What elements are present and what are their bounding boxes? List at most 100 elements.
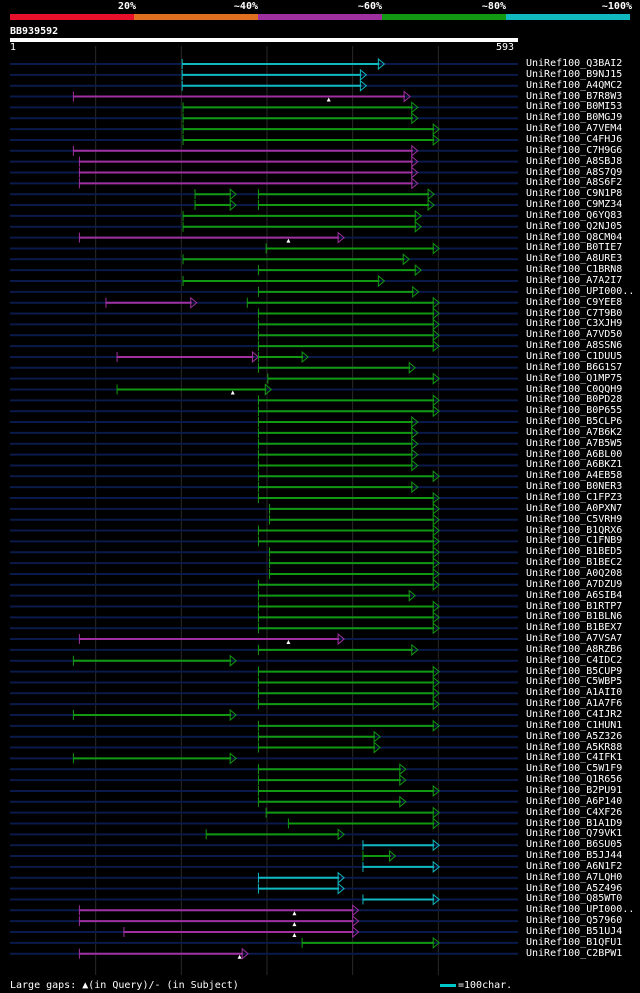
hit-label[interactable]: UniRef100_C4IJR2 <box>526 709 623 720</box>
hit-label[interactable]: UniRef100_A7VD50 <box>526 329 623 341</box>
hit-label[interactable]: UniRef100_Q3BAI2 <box>526 58 623 69</box>
hit-label[interactable]: UniRef100_A0Q208 <box>526 567 623 579</box>
hit-label[interactable]: UniRef100_C0QQH9 <box>526 383 623 395</box>
hit-label[interactable]: UniRef100_B6G1S7 <box>526 361 623 373</box>
hit-label[interactable]: UniRef100_C1BRN8 <box>526 264 623 276</box>
hit-label[interactable]: UniRef100_C5W1F9 <box>526 763 623 775</box>
hit-label[interactable]: UniRef100_Q8CM04 <box>526 231 623 243</box>
hit-label[interactable]: UniRef100_UPI000.. <box>526 285 635 297</box>
hit-segment-extra-arrow <box>432 296 440 309</box>
hit-label[interactable]: UniRef100_C1FNB9 <box>526 535 623 547</box>
hit-label[interactable]: UniRef100_A8SBJ8 <box>526 155 623 167</box>
hit-label[interactable]: UniRef100_A6P140 <box>526 795 623 807</box>
hit-label[interactable]: UniRef100_B0TIE7 <box>526 242 623 254</box>
hit-label[interactable]: UniRef100_A7B5W5 <box>526 437 623 449</box>
hit-label[interactable]: UniRef100_A7DZU9 <box>526 578 623 590</box>
hit-label[interactable]: UniRef100_B1A1D9 <box>526 817 623 829</box>
hit-label[interactable]: UniRef100_C4FHJ6 <box>526 133 623 145</box>
hit-label[interactable]: UniRef100_B0MGJ9 <box>526 112 623 124</box>
hit-label[interactable]: UniRef100_Q57960 <box>526 915 623 927</box>
hit-label[interactable]: UniRef100_A5Z496 <box>526 882 623 894</box>
hit-label[interactable]: UniRef100_Q85WT0 <box>526 893 623 905</box>
hit-segment-arrow <box>251 350 260 364</box>
hit-label[interactable]: UniRef100_C9N1P8 <box>526 188 623 200</box>
hit-label[interactable]: UniRef100_A7A2I7 <box>526 275 623 286</box>
hit-label[interactable]: UniRef100_B6SU05 <box>526 839 623 851</box>
legend-label-40: ~40% <box>233 1 258 12</box>
hit-label[interactable]: UniRef100_B5CLP6 <box>526 416 623 428</box>
hit-label[interactable]: UniRef100_Q1R656 <box>526 774 623 786</box>
hit-label[interactable]: UniRef100_A1AII0 <box>526 687 623 699</box>
hit-label[interactable]: UniRef100_B0MI53 <box>526 101 623 113</box>
hit-label[interactable]: UniRef100_C4IDC2 <box>526 654 623 666</box>
hit-segment-arrow <box>229 188 237 201</box>
hit-label[interactable]: UniRef100_UPI000.. <box>526 904 635 916</box>
hit-label[interactable]: UniRef100_B0PD28 <box>526 394 623 406</box>
hit-label[interactable]: UniRef100_B1BED5 <box>526 546 623 558</box>
hit-label[interactable]: UniRef100_Q1MP75 <box>526 372 623 384</box>
hit-label[interactable]: UniRef100_B1RTP7 <box>526 600 623 612</box>
hit-label[interactable]: UniRef100_C4IFK1 <box>526 752 623 764</box>
scale-bar-icon <box>440 983 456 987</box>
hit-label[interactable]: UniRef100_A0PXN7 <box>526 502 623 514</box>
hit-label[interactable]: UniRef100_C5VRH9 <box>526 513 623 525</box>
hit-label[interactable]: UniRef100_A5Z326 <box>526 730 623 742</box>
hit-label[interactable]: UniRef100_C4XF26 <box>526 806 623 818</box>
hit-label[interactable]: UniRef100_C3XJH9 <box>526 318 623 330</box>
hit-label[interactable]: UniRef100_A6BKZ1 <box>526 459 623 471</box>
hit-label[interactable]: UniRef100_B1BEC2 <box>526 557 623 569</box>
hit-label[interactable]: UniRef100_A7VSA7 <box>526 633 623 645</box>
hit-label[interactable]: UniRef100_C9MZ34 <box>526 199 623 211</box>
hit-segment-arrow <box>411 448 419 461</box>
hit-label[interactable]: UniRef100_B0NER3 <box>526 481 623 493</box>
hit-label[interactable]: UniRef100_Q2NJ05 <box>526 220 623 232</box>
hit-label[interactable]: UniRef100_A7LQH0 <box>526 871 623 883</box>
hit-label[interactable]: UniRef100_Q79VK1 <box>526 828 623 840</box>
hit-label[interactable]: UniRef100_B2PU91 <box>526 784 623 796</box>
hit-label[interactable]: UniRef100_A1A7F6 <box>526 698 623 710</box>
hit-segment-arrow <box>229 654 237 667</box>
hit-label[interactable]: UniRef100_C1HUN1 <box>526 719 623 731</box>
hit-label[interactable]: UniRef100_A6SIB4 <box>526 589 623 601</box>
hit-label[interactable]: UniRef100_B1BEX7 <box>526 622 623 634</box>
hit-segment-arrow <box>337 632 345 646</box>
hit-segment-arrow <box>432 665 440 678</box>
gap-marker-icon <box>292 911 297 916</box>
hit-segment-arrow <box>373 730 381 743</box>
hit-label[interactable]: UniRef100_B1QRX6 <box>526 524 623 536</box>
hit-label[interactable]: UniRef100_A5KR88 <box>526 741 623 753</box>
hit-label[interactable]: UniRef100_B9NJ15 <box>526 68 623 80</box>
hit-label[interactable]: UniRef100_C7T9B0 <box>526 307 623 319</box>
hit-label[interactable]: UniRef100_A7VEM4 <box>526 123 623 135</box>
hit-label[interactable]: UniRef100_A8RZB6 <box>526 643 623 655</box>
hit-label[interactable]: UniRef100_A4QMC2 <box>526 79 623 91</box>
hit-label[interactable]: UniRef100_B51UJ4 <box>526 926 623 937</box>
hit-segment-arrow <box>352 925 360 939</box>
hit-segment-arrow <box>337 828 345 841</box>
hit-label[interactable]: UniRef100_C7H9G6 <box>526 144 623 156</box>
hit-label[interactable]: UniRef100_B7R8W3 <box>526 90 623 102</box>
hit-label[interactable]: UniRef100_C2BPW1 <box>526 947 623 959</box>
hit-label[interactable]: UniRef100_B1QFU1 <box>526 936 623 948</box>
hit-label[interactable]: UniRef100_C1FPZ3 <box>526 492 623 503</box>
hit-segment-arrow <box>432 839 440 852</box>
hit-label[interactable]: UniRef100_C9YEE8 <box>526 296 623 308</box>
hit-label[interactable]: UniRef100_A6BL00 <box>526 448 623 460</box>
hit-label[interactable]: UniRef100_A7B6K2 <box>526 426 623 438</box>
hit-label[interactable]: UniRef100_A6N1F2 <box>526 860 623 872</box>
hit-label[interactable]: UniRef100_C5WBP5 <box>526 676 623 688</box>
hit-label[interactable]: UniRef100_A8S7Q9 <box>526 166 623 178</box>
hit-label[interactable]: UniRef100_Q6YQ83 <box>526 209 623 221</box>
hit-label[interactable]: UniRef100_A8S6F2 <box>526 177 623 189</box>
hit-label[interactable]: UniRef100_B1BLN6 <box>526 611 623 623</box>
gap-marker-icon <box>292 922 297 927</box>
hit-segment-arrow <box>229 752 237 765</box>
hit-label[interactable]: UniRef100_B0P655 <box>526 405 623 417</box>
hit-label[interactable]: UniRef100_B5CUP9 <box>526 665 623 677</box>
hit-label[interactable]: UniRef100_A4EB58 <box>526 470 623 482</box>
hit-label[interactable]: UniRef100_C1DUU5 <box>526 350 623 362</box>
hit-label[interactable]: UniRef100_B5JJ44 <box>526 850 623 862</box>
hit-segment-arrow <box>414 264 422 277</box>
hit-label[interactable]: UniRef100_A8SSN6 <box>526 340 623 352</box>
hit-label[interactable]: UniRef100_A8URE3 <box>526 253 623 265</box>
